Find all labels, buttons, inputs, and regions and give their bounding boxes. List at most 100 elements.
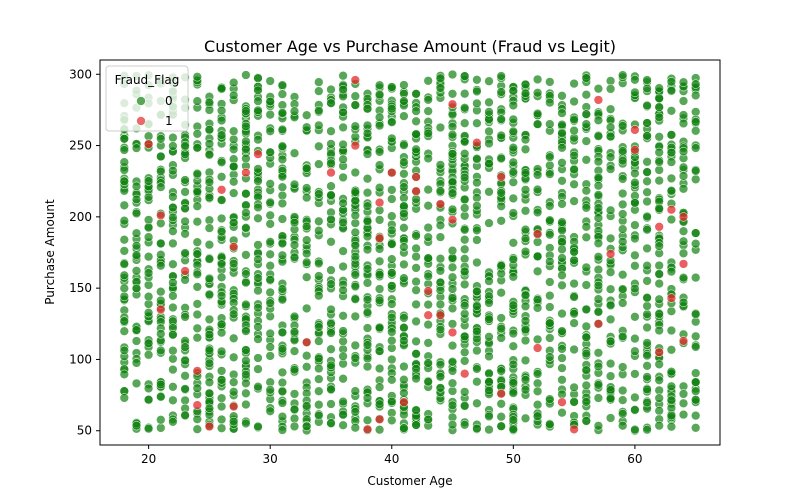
legit-point	[387, 375, 397, 385]
legit-point	[168, 192, 178, 202]
legit-point	[350, 386, 360, 396]
legit-point	[557, 389, 567, 399]
legit-point	[387, 327, 397, 337]
legit-point	[545, 318, 555, 328]
legit-point	[678, 110, 689, 120]
legit-point	[314, 120, 324, 131]
legit-point	[447, 303, 458, 314]
legit-point	[253, 134, 263, 145]
legit-point	[289, 421, 300, 432]
legit-point	[569, 292, 579, 302]
legit-point	[605, 314, 616, 325]
legit-point	[350, 407, 360, 417]
legit-point	[387, 117, 397, 127]
fraud-point	[241, 167, 251, 178]
legit-point	[508, 208, 518, 218]
legit-point	[204, 177, 215, 187]
legit-point	[605, 413, 616, 423]
legit-point	[399, 169, 409, 179]
fraud-point	[156, 304, 166, 315]
legit-point	[204, 345, 215, 355]
legit-point	[277, 295, 288, 305]
legit-point	[472, 377, 482, 387]
legit-point	[374, 270, 385, 280]
legit-point	[180, 141, 190, 151]
legit-point	[557, 344, 567, 354]
legit-point	[289, 346, 300, 356]
legit-point	[350, 294, 360, 304]
legit-point	[618, 270, 628, 280]
legit-point	[605, 371, 616, 381]
legit-point	[654, 93, 664, 103]
legit-point	[472, 326, 482, 336]
legit-point	[484, 276, 494, 286]
legit-point	[289, 179, 300, 190]
plot-frame	[99, 59, 721, 446]
legit-point	[678, 409, 689, 420]
legit-point	[666, 381, 677, 391]
legit-point	[460, 103, 470, 113]
legit-point	[277, 154, 288, 165]
legit-point	[605, 104, 616, 114]
fraud-point	[630, 145, 640, 155]
legit-point	[605, 76, 616, 86]
legit-point	[532, 386, 543, 396]
legit-point	[484, 377, 494, 387]
legit-point	[569, 318, 579, 328]
legit-point	[374, 295, 385, 306]
legit-point	[569, 255, 579, 265]
legit-point	[374, 322, 385, 333]
legit-point	[350, 121, 360, 131]
legit-point	[265, 287, 275, 298]
legit-point	[581, 155, 591, 165]
fraud-point	[447, 99, 458, 109]
legit-point	[496, 421, 506, 431]
legit-point	[277, 172, 288, 182]
legit-point	[265, 126, 275, 136]
legit-point	[229, 377, 239, 387]
legit-point	[423, 95, 433, 105]
legit-point	[447, 149, 458, 159]
legit-point	[545, 201, 555, 211]
legit-point	[545, 152, 555, 162]
legit-point	[399, 273, 409, 283]
legit-point	[131, 250, 142, 260]
legit-point	[460, 266, 470, 277]
legit-point	[447, 386, 458, 396]
legit-point	[338, 326, 348, 336]
legit-point	[496, 412, 506, 422]
legit-point	[216, 346, 227, 357]
legit-point	[520, 88, 531, 98]
legit-point	[557, 237, 567, 247]
legit-point	[168, 354, 178, 364]
legit-point	[605, 358, 616, 369]
legit-point	[216, 401, 227, 412]
legit-point	[216, 272, 227, 282]
legit-point	[630, 177, 640, 188]
legit-point	[277, 367, 288, 378]
legit-point	[265, 328, 275, 339]
legit-point	[326, 304, 336, 315]
legit-point	[678, 146, 689, 157]
legit-point	[593, 190, 604, 200]
legit-point	[168, 330, 178, 340]
legit-point	[484, 368, 494, 379]
legit-point	[496, 216, 506, 226]
legit-point	[156, 379, 166, 390]
legit-point	[411, 116, 421, 126]
legit-point	[496, 188, 506, 198]
legit-point	[131, 378, 142, 389]
legit-point	[460, 356, 470, 366]
fraud-point	[593, 95, 604, 105]
legit-point	[204, 97, 215, 107]
legit-point	[472, 86, 482, 97]
fraud-point	[435, 199, 446, 209]
legend-label-legit: 0	[165, 94, 173, 108]
legit-point	[277, 108, 288, 118]
legit-point	[411, 263, 421, 273]
legit-point	[593, 203, 604, 213]
legit-point	[374, 382, 385, 392]
legit-point	[532, 207, 543, 218]
legit-point	[216, 319, 227, 329]
legit-point	[581, 321, 591, 332]
